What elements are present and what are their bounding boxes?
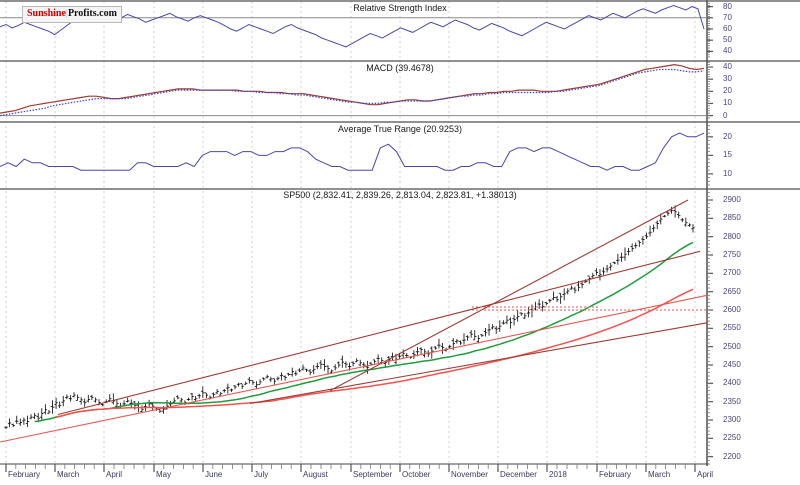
y-tick-label-sp500: 2400 — [723, 378, 741, 388]
y-tick-label-sp500: 2850 — [723, 213, 741, 223]
y-tick-label-atr: 10 — [723, 168, 732, 178]
y-tick-label-macd: 0 — [723, 110, 728, 120]
x-tick-label: February — [8, 470, 41, 479]
y-tick-label-sp500: 2600 — [723, 305, 741, 314]
y-tick-label-sp500: 2250 — [723, 433, 741, 443]
y-tick-label-sp500: 2200 — [723, 451, 741, 461]
x-tick-label: November — [451, 470, 488, 479]
y-tick-label-macd: 10 — [723, 98, 732, 108]
x-tick-label: 2018 — [549, 470, 567, 479]
x-tick-label: April — [106, 470, 123, 479]
y-tick-label-sp500: 2550 — [723, 323, 741, 333]
y-tick-label-sp500: 2500 — [723, 341, 741, 351]
y-tick-label-macd: 20 — [723, 86, 732, 96]
x-tick-label: July — [254, 470, 269, 479]
y-tick-label-macd: 40 — [723, 62, 732, 72]
y-tick-label-sp500: 2650 — [723, 286, 741, 296]
y-tick-label-atr: 15 — [723, 150, 732, 160]
y-tick-label-sp500: 2350 — [723, 396, 741, 406]
watermark-divider: | — [65, 8, 68, 19]
watermark-brand-first: Sunshine — [27, 8, 66, 19]
y-tick-label-macd: 30 — [723, 74, 732, 84]
y-tick-label-rsi: 70 — [723, 12, 732, 22]
y-tick-label-sp500: 2300 — [723, 415, 741, 424]
panel-title-rsi: Relative Strength Index — [353, 3, 447, 13]
x-tick-label: February — [599, 470, 632, 479]
panel-title-macd: MACD (39.4678) — [366, 63, 434, 73]
panel-title-atr: Average True Range (20.9253) — [338, 124, 462, 134]
x-tick-label: March — [57, 470, 80, 479]
panel-title-sp500: SP500 (2,832.41, 2,839.26, 2,813.04, 2,8… — [283, 190, 517, 200]
y-tick-label-sp500: 2900 — [723, 195, 741, 204]
y-tick-label-sp500: 2450 — [723, 360, 741, 369]
x-tick-label: April — [697, 470, 714, 479]
y-tick-label-rsi: 50 — [723, 35, 732, 45]
y-tick-label-sp500: 2700 — [723, 268, 741, 278]
x-tick-label: June — [205, 470, 223, 479]
x-tick-label: March — [648, 470, 671, 479]
y-tick-label-rsi: 80 — [723, 1, 732, 11]
y-tick-label-sp500: 2800 — [723, 231, 741, 241]
sunshine-profits-watermark: Sunshine|Profits.com — [22, 6, 122, 23]
x-tick-label: October — [402, 470, 431, 479]
x-tick-label: September — [353, 470, 393, 479]
y-tick-label-rsi: 40 — [723, 46, 732, 56]
x-tick-label: August — [303, 470, 328, 479]
watermark-brand-second: Profits.com — [67, 8, 117, 19]
x-tick-label: December — [500, 470, 537, 479]
x-tick-label: May — [156, 470, 172, 479]
y-tick-label-atr: 20 — [723, 131, 732, 141]
y-tick-label-rsi: 60 — [723, 24, 732, 33]
y-tick-label-sp500: 2750 — [723, 250, 741, 259]
